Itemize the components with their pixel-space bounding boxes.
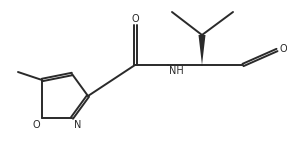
Polygon shape xyxy=(199,35,205,65)
Text: NH: NH xyxy=(169,66,184,76)
Text: O: O xyxy=(280,44,287,54)
Text: O: O xyxy=(32,120,40,130)
Text: O: O xyxy=(131,14,139,24)
Text: N: N xyxy=(74,120,82,130)
